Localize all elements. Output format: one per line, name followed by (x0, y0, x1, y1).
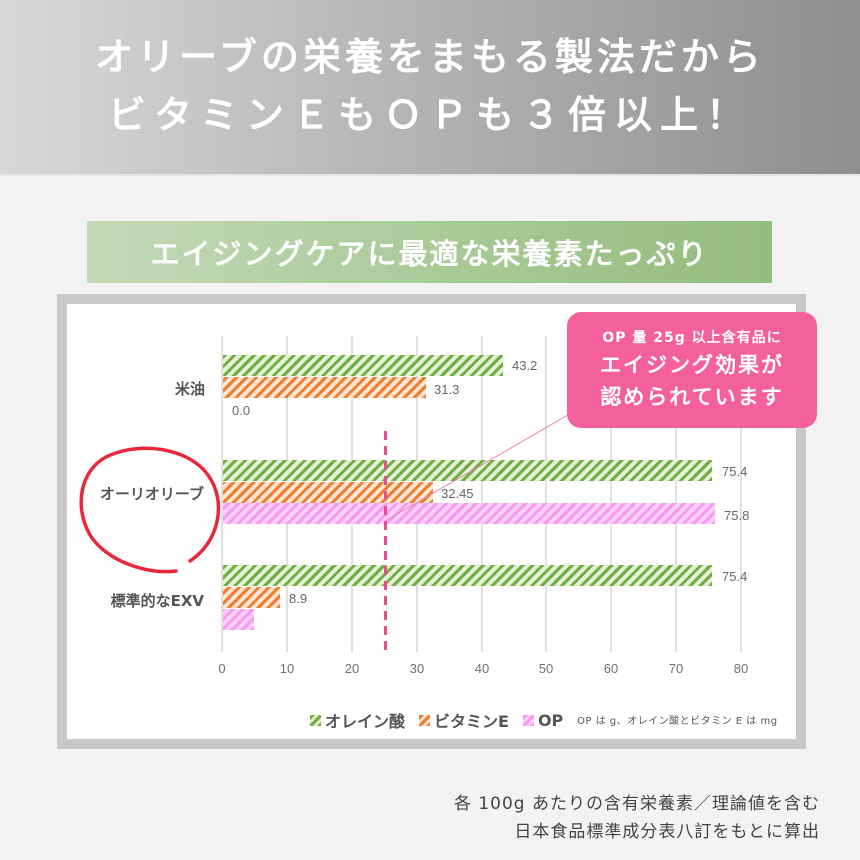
category-label-rice-oil: 米油 (174, 380, 205, 398)
callout-line-1: OP 量 25g 以上含有品に (602, 330, 782, 346)
gridline (545, 336, 547, 652)
x-tick-label: 20 (344, 661, 360, 676)
legend-item-op: OP (522, 710, 564, 730)
callout-line-3: 認められています (600, 385, 784, 409)
callout-box: OP 量 25g 以上含有品に エイジング効果が 認められています (567, 312, 817, 428)
x-tick-label: 30 (409, 661, 425, 676)
value-label: 31.3 (434, 382, 460, 397)
value-label: 32.45 (441, 486, 474, 501)
headline-line-1: オリーブの栄養をまもる製法だから (95, 35, 765, 79)
value-label: 43.2 (512, 358, 538, 373)
value-label: 75.4 (722, 464, 748, 479)
legend-swatch-icon (522, 714, 534, 726)
legend-label: オレイン酸 (325, 712, 406, 731)
x-tick-label: 0 (218, 661, 226, 676)
legend-label: ビタミンE (434, 712, 509, 731)
bar-op-standard-exv (223, 609, 254, 630)
legend-label: OP (537, 710, 564, 730)
footnote-line-2: 日本食品標準成分表八訂をもとに算出 (514, 822, 820, 842)
gridline (221, 336, 223, 652)
value-label: 75.4 (722, 569, 748, 584)
reference-line-25 (384, 431, 387, 653)
legend-swatch-icon (419, 714, 431, 726)
bar-oleic-standard-exv (223, 565, 712, 586)
bar-op-ori-olive (223, 503, 715, 524)
header-banner: オリーブの栄養をまもる製法だから ビタミンＥもＯＰも３倍以上！ (0, 0, 860, 176)
bar-vitamin-e-rice-oil (223, 377, 426, 398)
footnote-line-1: 各 100g あたりの含有栄養素／理論値を含む (453, 794, 820, 814)
category-label-ori-olive: オーリオリーブ (99, 485, 204, 503)
x-tick-label: 60 (603, 661, 619, 676)
callout-line-2: エイジング効果が (600, 353, 784, 377)
x-tick-label: 10 (279, 661, 295, 676)
x-tick-label: 70 (668, 661, 684, 676)
bar-vitamin-e-ori-olive (223, 482, 433, 503)
highlight-circle-icon (79, 446, 221, 574)
gridline (675, 336, 677, 652)
x-tick-label: 50 (538, 661, 554, 676)
legend-item-vitamin-e: ビタミンE (419, 708, 509, 732)
unit-note: OP は g、オレイン酸とビタミン E は mg (577, 716, 778, 727)
gridline (740, 336, 742, 652)
gridline (610, 336, 612, 652)
callout-leader-line (384, 408, 581, 522)
value-label: 0.0 (232, 403, 251, 418)
headline-line-2: ビタミンＥもＯＰも３倍以上！ (107, 93, 752, 137)
chart-subtitle: エイジングケアに最適な栄養素たっぷり (87, 221, 772, 283)
bar-oleic-rice-oil (223, 355, 503, 376)
value-label: 8.9 (289, 591, 308, 606)
value-label: 75.8 (724, 508, 750, 523)
x-tick-label: 80 (733, 661, 749, 676)
bar-oleic-ori-olive (223, 460, 712, 481)
category-label-standard-exv: 標準的なEXV (110, 592, 204, 610)
chart-legend: オレイン酸 ビタミンE OP (310, 708, 577, 732)
legend-swatch-icon (310, 714, 321, 726)
gridline (481, 336, 483, 652)
x-tick-label: 40 (474, 661, 490, 676)
legend-item-oleic: オレイン酸 (310, 708, 405, 732)
bar-vitamin-e-standard-exv (223, 587, 280, 608)
